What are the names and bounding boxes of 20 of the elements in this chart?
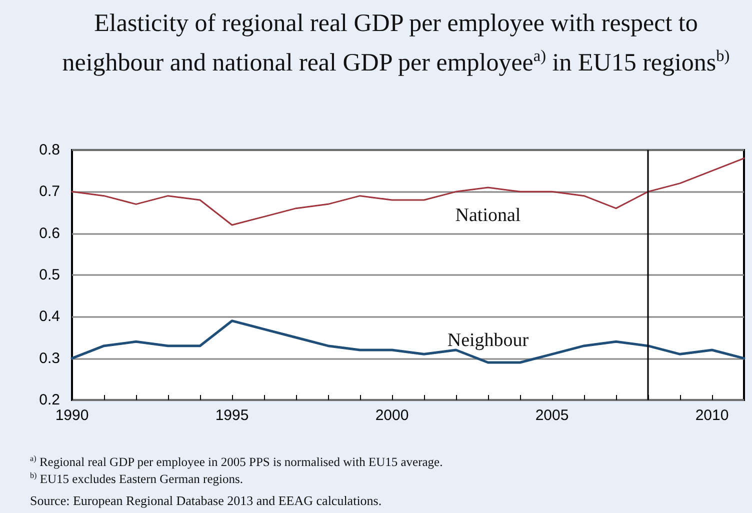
y-tick-label: 0.5 bbox=[39, 266, 60, 284]
y-tick-label: 0.8 bbox=[39, 142, 60, 158]
x-tick-label: 2010 bbox=[695, 407, 729, 424]
x-tick-label: 2000 bbox=[375, 407, 409, 424]
x-tick-label: 2005 bbox=[535, 407, 569, 424]
source-note: Source: European Regional Database 2013 and EEAG calculations. bbox=[30, 493, 383, 508]
chart-title: Elasticity of regional real GDP per employee with respect to neighbour and national real GDP per employee$^{a)}$ in EU15 regions$^{b)}$ bbox=[61, 9, 731, 78]
line-series bbox=[71, 158, 745, 226]
text: $^{b)}$ EU15 excludes Eastern German regions. bbox=[30, 470, 244, 486]
line-series bbox=[70, 320, 746, 364]
y-tick-label: 0.6 bbox=[39, 224, 60, 242]
series-label: National bbox=[455, 205, 521, 226]
y-tick-label: 0.2 bbox=[39, 392, 60, 408]
series-label: Neighbour bbox=[447, 330, 530, 351]
x-tick-label: 1990 bbox=[55, 407, 89, 424]
y-tick-label: 0.3 bbox=[39, 350, 60, 367]
x-tick-label: 1995 bbox=[215, 407, 249, 424]
y-tick-label: 0.4 bbox=[39, 308, 60, 326]
text: $^{a)}$ Regional real GDP per employee in 2005 PPS is normalised with EU15 average. bbox=[30, 453, 443, 470]
y-tick-label: 0.7 bbox=[39, 183, 60, 200]
